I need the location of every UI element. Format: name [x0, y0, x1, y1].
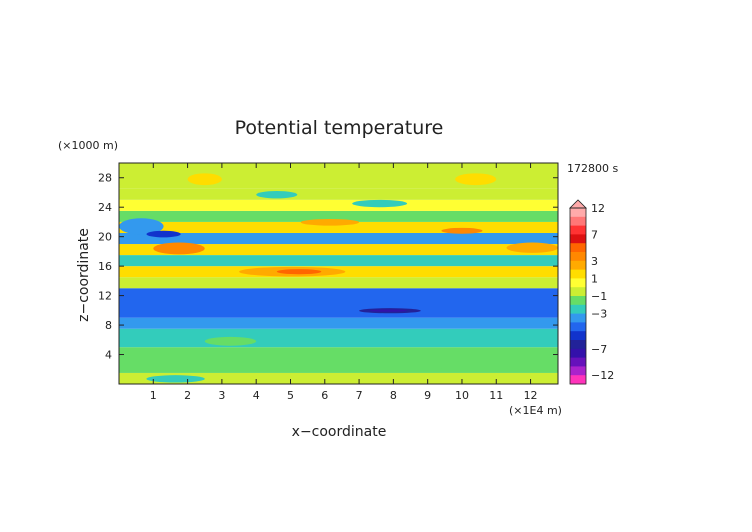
colorbar-segment [570, 340, 586, 350]
colorbar-segment [570, 322, 586, 332]
x-tick-label: 3 [218, 389, 225, 402]
y-tick-label: 4 [105, 349, 112, 362]
colorbar-segment [570, 234, 586, 244]
colorbar-segment [570, 252, 586, 262]
y-unit-label: (×1000 m) [58, 139, 118, 152]
field-feature-12 [256, 190, 298, 199]
colorbar-segment [570, 208, 586, 218]
colorbar-segment [570, 287, 586, 297]
x-tick-label: 2 [184, 389, 191, 402]
y-tick-label: 20 [98, 231, 112, 244]
x-tick-label: 8 [390, 389, 397, 402]
field-band-3 [119, 317, 558, 329]
colorbar-segment [570, 269, 586, 279]
field-feature-6 [119, 218, 164, 235]
field-band-11 [119, 210, 558, 222]
y-tick-label: 24 [98, 201, 112, 214]
colorbar-segment [570, 366, 586, 376]
x-tick-label: 10 [455, 389, 469, 402]
colorbar-segment [570, 278, 586, 288]
colorbar-segment [570, 357, 586, 367]
colorbar-segment [570, 225, 586, 235]
x-axis: 1 2 3 4 5 6 7 8 9 10 11 12 [150, 163, 538, 402]
colorbar-segment [570, 260, 586, 271]
field-band-0 [119, 372, 558, 384]
chart-title: Potential temperature [235, 117, 444, 139]
field-band-9 [119, 232, 558, 245]
field-band-13 [119, 188, 558, 200]
colorbar-label: 12 [591, 202, 605, 215]
colorbar: 12 7 3 1 −1 −3 −7 −12 [569, 199, 614, 385]
y-tick-label: 12 [98, 290, 112, 303]
plot-area [118, 162, 559, 385]
x-tick-label: 1 [150, 389, 157, 402]
plot-frame [118, 162, 559, 385]
field-band-4 [119, 288, 558, 318]
colorbar-label: −1 [591, 290, 607, 303]
field-band-2 [119, 328, 558, 348]
x-tick-label: 6 [321, 389, 328, 402]
colorbar-segment [570, 375, 586, 385]
field-feature-16 [146, 375, 205, 383]
colorbar-label: −7 [591, 343, 607, 356]
field-feature-14 [204, 336, 257, 346]
field-feature-5 [506, 242, 558, 253]
field-feature-13 [352, 199, 408, 208]
x-unit-label: (×1E4 m) [509, 404, 562, 417]
field-feature-9 [369, 309, 408, 312]
colorbar-segment [570, 216, 586, 227]
field-feature-3 [300, 218, 360, 226]
x-tick-label: 11 [489, 389, 503, 402]
y-axis: 4 8 12 16 20 24 28 [98, 172, 558, 362]
x-tick-label: 4 [253, 389, 260, 402]
colorbar-label: −12 [591, 369, 614, 382]
y-tick-label: 8 [105, 319, 112, 332]
field-band-7 [119, 255, 558, 267]
x-tick-label: 7 [356, 389, 363, 402]
colorbar-label: −3 [591, 308, 607, 321]
colorbar-segment [570, 243, 586, 253]
colorbar-label: 7 [591, 228, 598, 241]
y-tick-label: 16 [98, 260, 112, 273]
field-feature-4 [441, 227, 483, 234]
colorbar-arrow [569, 199, 587, 209]
colorbar-segment [570, 313, 586, 323]
field-band-10 [119, 221, 558, 233]
field-band-12 [119, 199, 558, 211]
field-feature-15 [324, 360, 445, 373]
time-label: 172800 s [567, 162, 618, 175]
field-band-8 [119, 244, 558, 256]
colorbar-label: 1 [591, 272, 598, 285]
field-feature-2 [276, 269, 322, 275]
colorbar-segment [570, 304, 586, 315]
y-axis-label: z−coordinate [76, 228, 92, 322]
field-feature-11 [455, 173, 497, 186]
field-band-5 [119, 277, 558, 289]
field-feature-10 [187, 173, 222, 186]
x-tick-label: 9 [424, 389, 431, 402]
y-tick-label: 28 [98, 172, 112, 185]
colorbar-segment [570, 348, 586, 359]
x-tick-label: 12 [524, 389, 538, 402]
field-feature-0 [153, 242, 205, 255]
colorbar-label: 3 [591, 255, 598, 268]
colorbar-segment [570, 296, 586, 306]
field-feature-7 [146, 230, 181, 238]
colorbar-segment [570, 331, 586, 341]
x-axis-label: x−coordinate [292, 424, 387, 440]
colorbar-frame [569, 207, 587, 385]
x-tick-label: 5 [287, 389, 294, 402]
